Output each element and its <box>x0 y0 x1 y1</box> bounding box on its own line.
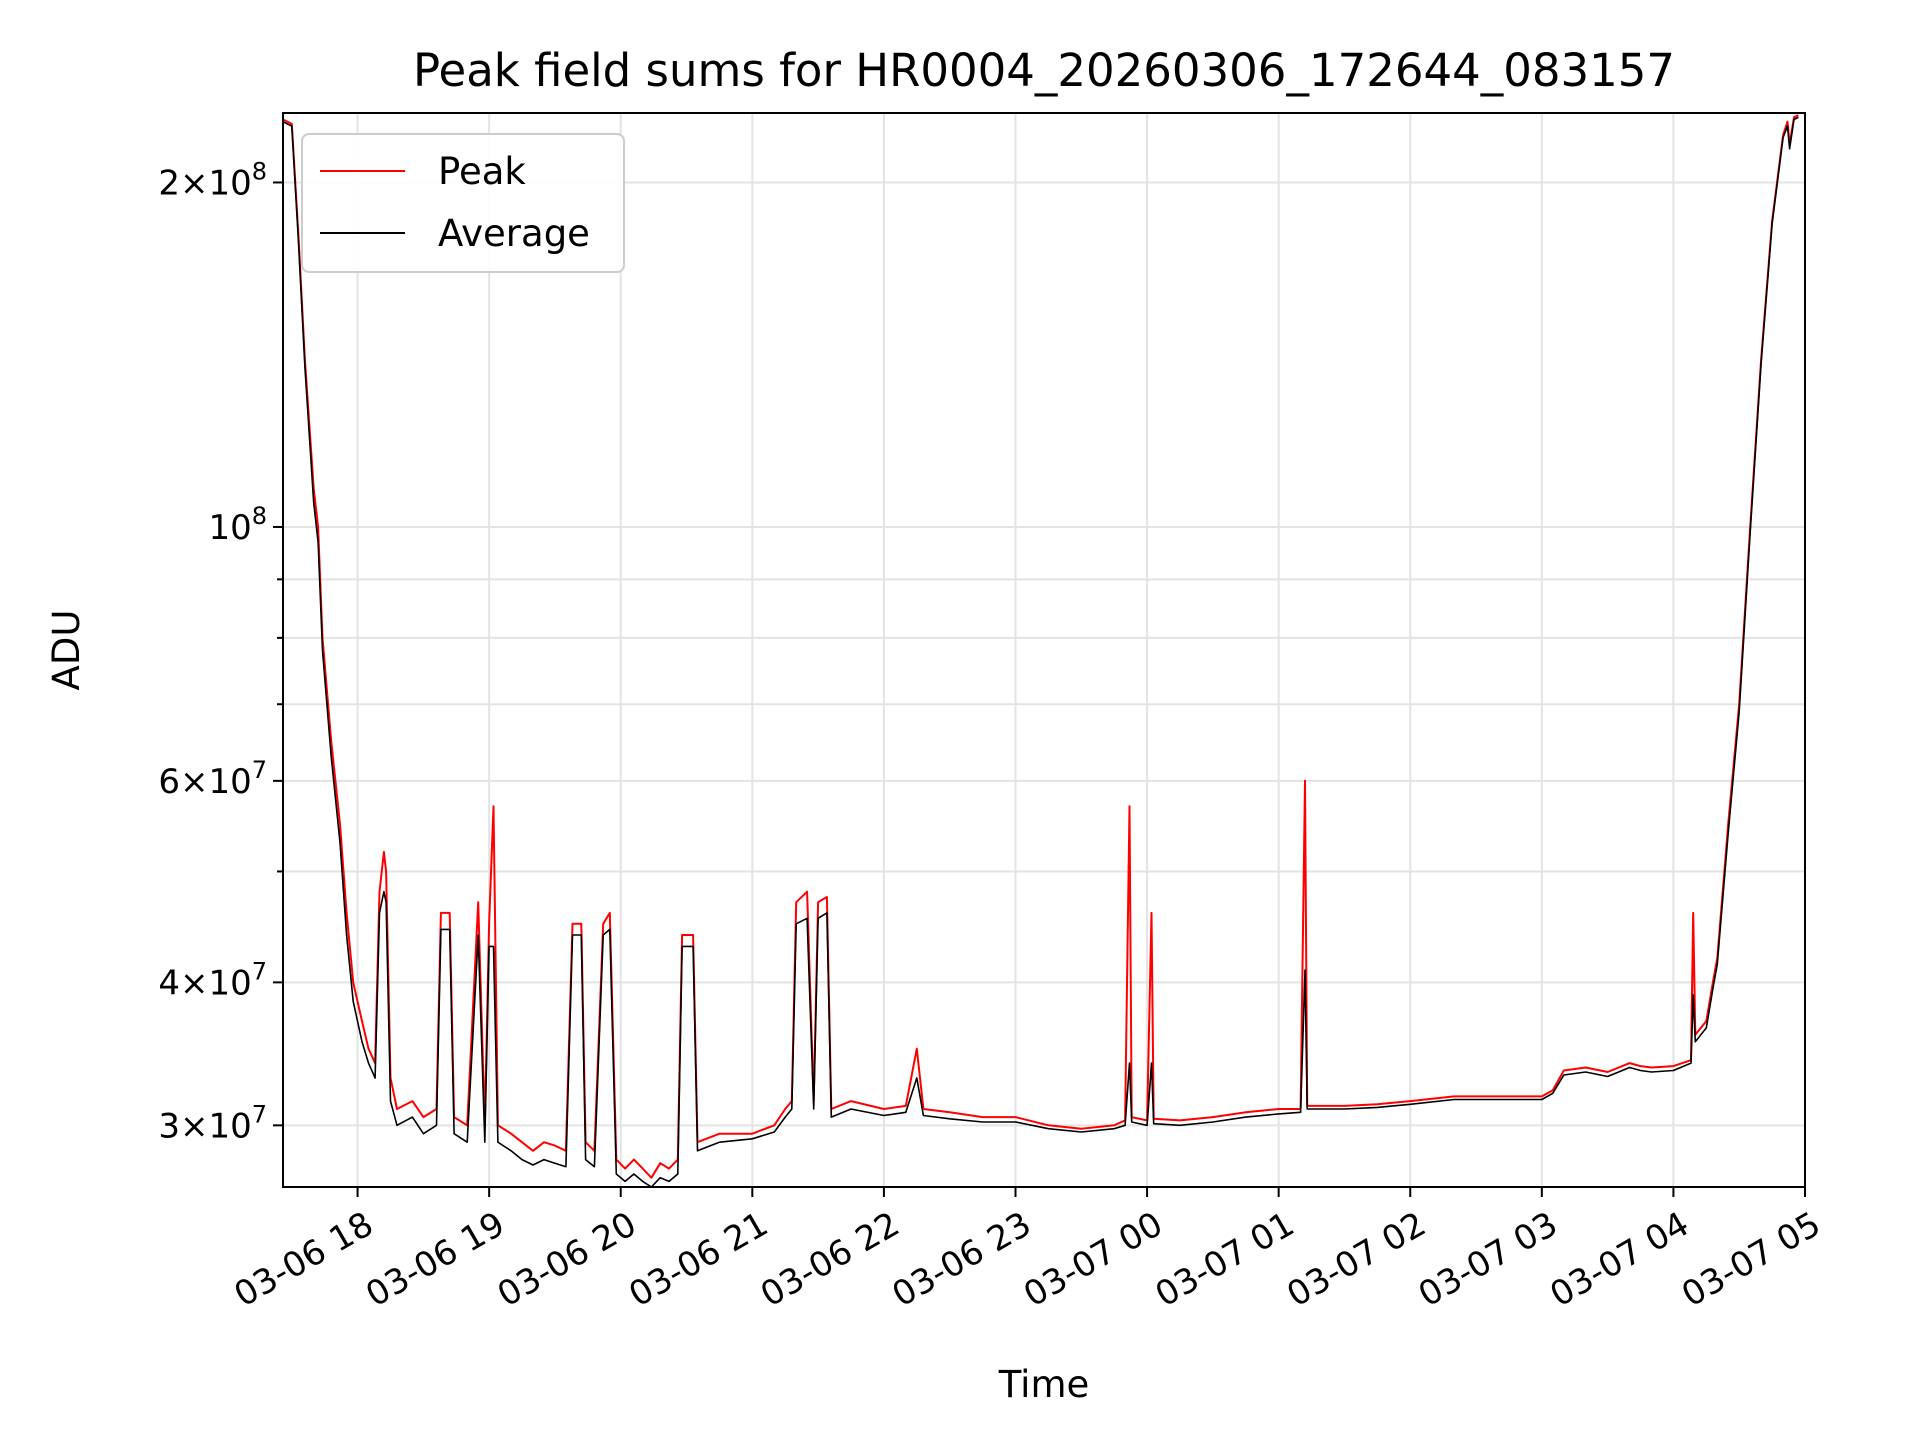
legend-label-average: Average <box>438 212 590 255</box>
y-axis-title: ADU <box>45 610 88 691</box>
grid-lines <box>283 113 1806 1187</box>
x-axis-title: Time <box>998 1363 1090 1406</box>
chart-title: Peak field sums for HR0004_20260306_1726… <box>413 44 1675 97</box>
series-layer <box>282 114 1799 1188</box>
y-tick-label: 4×107 <box>158 957 267 1003</box>
plot-frame <box>282 112 1806 1188</box>
plot-area <box>283 113 1805 1187</box>
legend-frame <box>301 133 625 273</box>
legend: Peak Average <box>301 133 625 273</box>
legend-label-peak: Peak <box>438 150 526 193</box>
series-line-peak <box>282 114 1799 1179</box>
y-tick-label: 6×107 <box>158 756 267 802</box>
series-line-average <box>282 116 1799 1188</box>
y-tick-label: 2×108 <box>158 157 267 203</box>
y-tick-label: 3×107 <box>158 1100 267 1146</box>
